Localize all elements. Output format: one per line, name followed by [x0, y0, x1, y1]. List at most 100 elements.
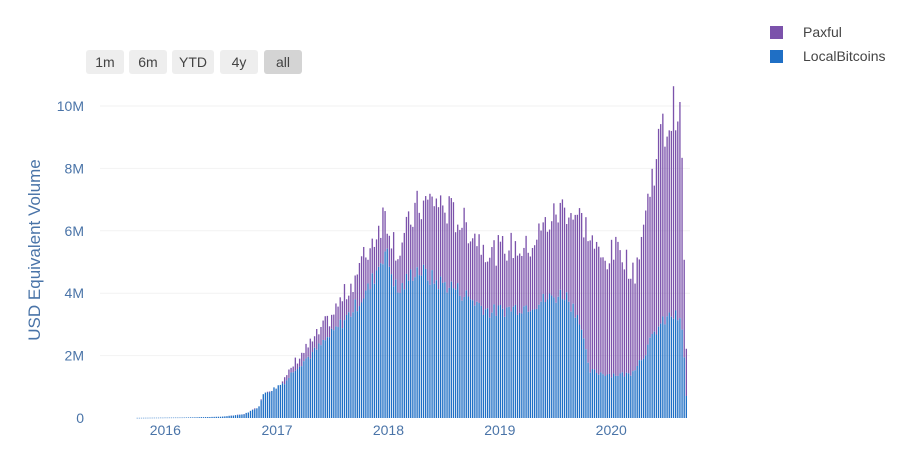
bar-paxful: [375, 239, 378, 271]
bar-paxful: [290, 367, 292, 373]
bar-localbitcoins: [649, 337, 651, 418]
range-button-6m[interactable]: 6m: [129, 50, 167, 74]
bar-paxful: [254, 408, 256, 410]
bar-paxful: [600, 257, 602, 373]
bar-localbitcoins: [170, 417, 173, 419]
bar-paxful: [298, 358, 301, 367]
bar-localbitcoins: [204, 417, 207, 418]
bar-localbitcoins: [566, 292, 568, 418]
bar-localbitcoins: [638, 360, 640, 418]
bar-paxful: [354, 275, 356, 300]
bar-paxful: [348, 295, 350, 313]
bar-paxful: [448, 196, 450, 288]
bar-localbitcoins: [491, 312, 493, 418]
bar-localbitcoins: [416, 267, 418, 418]
bar-localbitcoins: [519, 312, 521, 418]
bar-paxful: [429, 193, 431, 285]
bar-paxful: [431, 196, 433, 271]
bar-localbitcoins: [512, 306, 514, 418]
bar-paxful: [382, 207, 384, 265]
range-button-1m[interactable]: 1m: [86, 50, 124, 74]
bar-localbitcoins: [469, 299, 472, 418]
bar-localbitcoins: [273, 387, 275, 418]
legend-item-paxful[interactable]: Paxful: [770, 20, 886, 44]
range-button-all[interactable]: all: [264, 50, 302, 74]
bar-localbitcoins: [655, 334, 658, 418]
bar-paxful: [548, 229, 551, 294]
bar-localbitcoins: [290, 372, 292, 418]
bar-paxful: [598, 246, 600, 375]
bar-paxful: [572, 219, 574, 304]
legend-item-localbitcoins[interactable]: LocalBitcoins: [770, 44, 886, 68]
bar-localbitcoins: [627, 373, 630, 418]
bar-localbitcoins: [561, 299, 564, 418]
bar-localbitcoins: [523, 306, 525, 418]
bar-localbitcoins: [454, 289, 457, 418]
bar-localbitcoins: [461, 300, 463, 418]
bar-localbitcoins: [636, 365, 638, 418]
legend-swatch-localbitcoins: [770, 49, 783, 63]
bar-localbitcoins: [570, 311, 572, 418]
bar-paxful: [514, 241, 517, 305]
bar-localbitcoins: [140, 417, 143, 419]
bar-paxful: [615, 236, 617, 376]
bar-localbitcoins: [595, 373, 598, 418]
bar-localbitcoins: [613, 373, 615, 418]
bar-localbitcoins: [226, 416, 228, 418]
bar-localbitcoins: [495, 315, 497, 418]
bar-localbitcoins: [363, 298, 365, 418]
bar-paxful: [395, 260, 397, 280]
bar-localbitcoins: [623, 376, 626, 418]
bar-localbitcoins: [427, 280, 429, 418]
bar-localbitcoins: [499, 305, 502, 418]
bar-paxful: [542, 222, 544, 294]
bar-paxful: [341, 301, 344, 329]
bar-paxful: [266, 391, 269, 393]
bar-paxful: [414, 202, 416, 278]
bar-localbitcoins: [578, 324, 581, 418]
bar-localbitcoins: [422, 264, 425, 418]
bar-localbitcoins: [486, 308, 489, 418]
bar-paxful: [345, 299, 348, 315]
bar-paxful: [516, 255, 519, 315]
bar-localbitcoins: [337, 327, 339, 418]
bar-paxful: [427, 199, 429, 281]
bar-paxful: [433, 206, 435, 284]
x-tick-label: 2019: [484, 422, 515, 438]
bar-localbitcoins: [647, 344, 649, 418]
bar-paxful: [444, 212, 446, 283]
bar-localbitcoins: [602, 374, 604, 418]
bar-localbitcoins: [375, 270, 378, 418]
range-button-ytd[interactable]: YTD: [172, 50, 214, 74]
bar-localbitcoins: [183, 417, 185, 419]
bar-paxful: [369, 248, 371, 290]
bar-paxful: [589, 240, 591, 373]
bar-localbitcoins: [557, 296, 559, 418]
bar-localbitcoins: [448, 287, 450, 418]
bar-localbitcoins: [200, 417, 202, 418]
bar-paxful: [292, 366, 294, 373]
bar-localbitcoins: [442, 282, 444, 418]
bar-localbitcoins: [538, 304, 540, 418]
bar-localbitcoins: [685, 395, 687, 418]
bar-paxful: [294, 357, 297, 371]
bar-paxful: [536, 239, 538, 309]
bar-localbitcoins: [392, 286, 395, 418]
bar-paxful: [647, 193, 649, 345]
bar-localbitcoins: [264, 392, 267, 418]
bar-paxful: [407, 211, 410, 281]
bar-localbitcoins: [587, 362, 589, 418]
bar-localbitcoins: [328, 337, 331, 418]
bar-localbitcoins: [138, 417, 141, 419]
bar-localbitcoins: [615, 375, 617, 418]
bar-paxful: [328, 326, 331, 338]
bar-localbitcoins: [232, 415, 235, 418]
bar-paxful: [360, 256, 363, 303]
bar-localbitcoins: [258, 406, 260, 418]
bar-paxful: [331, 314, 333, 329]
bar-localbitcoins: [283, 384, 286, 418]
bar-paxful: [454, 232, 457, 290]
y-tick-label: 8M: [65, 160, 84, 176]
range-button-4y[interactable]: 4y: [220, 50, 258, 74]
bar-localbitcoins: [435, 280, 438, 418]
